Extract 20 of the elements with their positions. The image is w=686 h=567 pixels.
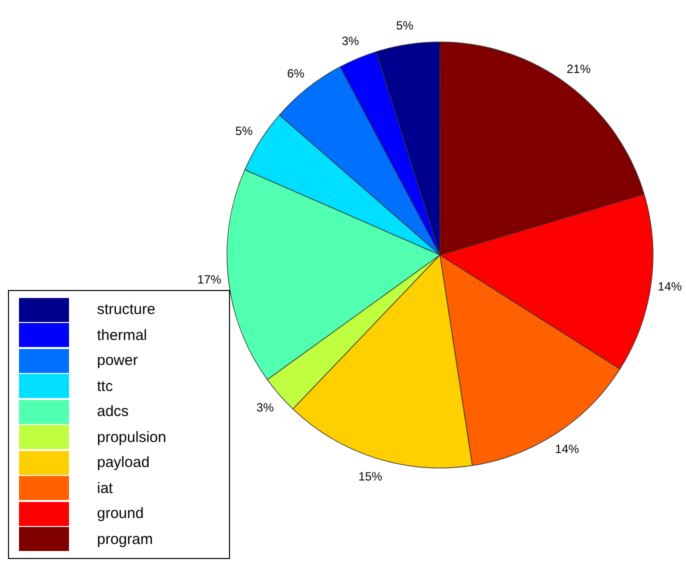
data-label: 3% [256, 400, 274, 414]
legend-label: power [97, 352, 138, 370]
data-label: 5% [396, 18, 414, 33]
legend-label: iat [97, 480, 113, 497]
data-label: 6% [287, 66, 305, 80]
data-label: 3% [342, 34, 360, 48]
legend-label: ground [97, 505, 144, 522]
legend-label: thermal [97, 326, 148, 344]
data-label: 14% [555, 442, 580, 456]
legend-label: payload [97, 454, 150, 472]
legend-label: program [97, 530, 153, 548]
data-label: 17% [197, 272, 222, 287]
legend-label: propulsion [97, 428, 166, 446]
data-label: 14% [658, 280, 682, 294]
data-label: 15% [358, 469, 383, 484]
legend-label: structure [97, 301, 156, 318]
legend-label: ttc [97, 378, 113, 395]
data-label: 5% [235, 124, 253, 138]
legend-label: adcs [97, 403, 129, 420]
data-label: 21% [566, 62, 591, 76]
